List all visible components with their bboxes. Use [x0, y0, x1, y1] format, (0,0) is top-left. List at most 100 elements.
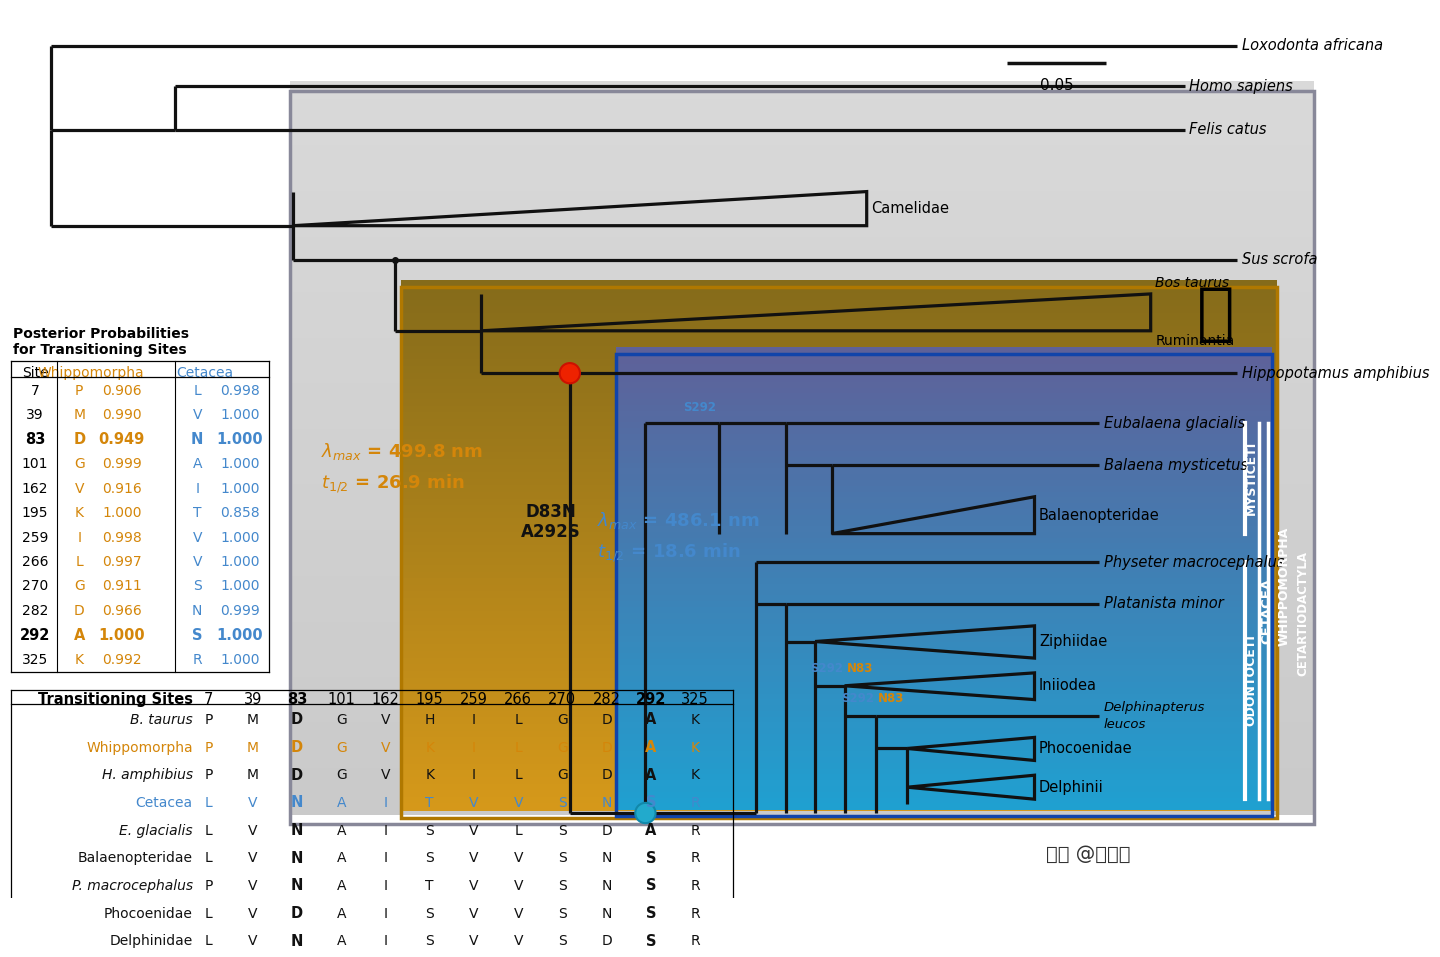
- Text: 282: 282: [22, 604, 48, 618]
- Bar: [616, 456, 1273, 463]
- Text: K: K: [691, 768, 700, 782]
- Bar: [402, 671, 1277, 679]
- Text: A: A: [645, 768, 657, 783]
- Bar: [402, 565, 1277, 572]
- Text: G: G: [73, 457, 85, 471]
- Text: N: N: [602, 906, 612, 921]
- Bar: [402, 472, 1277, 479]
- Text: 292: 292: [20, 628, 50, 643]
- Text: V: V: [193, 409, 202, 422]
- Text: S: S: [425, 934, 433, 948]
- Bar: [291, 100, 1313, 109]
- Text: P: P: [204, 741, 213, 754]
- Bar: [402, 558, 1277, 566]
- Bar: [402, 399, 1277, 407]
- Text: I: I: [78, 530, 81, 545]
- Text: 162: 162: [22, 481, 49, 496]
- Bar: [402, 499, 1277, 506]
- Bar: [291, 136, 1313, 146]
- Text: G: G: [557, 741, 567, 754]
- Bar: [402, 723, 1277, 731]
- Bar: [402, 777, 1277, 785]
- Bar: [291, 356, 1313, 366]
- Bar: [402, 737, 1277, 745]
- Text: I: I: [472, 768, 475, 782]
- Text: S: S: [645, 795, 657, 811]
- Bar: [402, 744, 1277, 751]
- Bar: [291, 787, 1313, 796]
- Text: I: I: [472, 713, 475, 727]
- Text: P: P: [204, 879, 213, 893]
- Bar: [291, 108, 1313, 119]
- Text: A: A: [337, 796, 346, 810]
- Text: 325: 325: [22, 653, 48, 667]
- Bar: [402, 704, 1277, 712]
- Bar: [616, 538, 1273, 545]
- Bar: [402, 340, 1277, 347]
- Bar: [616, 399, 1273, 406]
- Text: 83: 83: [24, 433, 45, 447]
- Text: N: N: [192, 604, 203, 618]
- Text: 266: 266: [504, 692, 533, 707]
- Bar: [402, 578, 1277, 586]
- Bar: [402, 598, 1277, 606]
- Text: Hippopotamus amphibius: Hippopotamus amphibius: [1241, 366, 1430, 381]
- Text: V: V: [514, 851, 523, 865]
- Bar: [291, 539, 1313, 549]
- Text: S: S: [645, 934, 657, 948]
- Text: S: S: [645, 851, 657, 866]
- Bar: [402, 446, 1277, 454]
- Text: 39: 39: [243, 692, 262, 707]
- Text: 1.000: 1.000: [216, 433, 264, 447]
- Bar: [616, 734, 1273, 741]
- Text: 0.916: 0.916: [102, 481, 141, 496]
- Bar: [291, 777, 1313, 788]
- Bar: [402, 293, 1277, 300]
- Text: V: V: [248, 851, 258, 865]
- Text: A: A: [337, 824, 346, 837]
- Text: Balaenopteridae: Balaenopteridae: [1040, 508, 1159, 523]
- Bar: [402, 591, 1277, 599]
- Bar: [616, 590, 1273, 596]
- Text: D: D: [291, 712, 302, 727]
- Text: Phocoenidae: Phocoenidae: [104, 906, 193, 921]
- Text: D: D: [291, 768, 302, 783]
- Text: G: G: [336, 741, 347, 754]
- Bar: [291, 300, 1313, 311]
- Bar: [402, 433, 1277, 440]
- Text: G: G: [336, 713, 347, 727]
- Text: V: V: [248, 906, 258, 921]
- Text: G: G: [336, 768, 347, 782]
- Bar: [616, 746, 1273, 752]
- Bar: [291, 612, 1313, 622]
- Bar: [402, 465, 1277, 473]
- Bar: [291, 484, 1313, 494]
- Text: I: I: [383, 934, 387, 948]
- Bar: [616, 584, 1273, 590]
- Text: V: V: [193, 555, 202, 569]
- Bar: [402, 306, 1277, 314]
- Text: L: L: [75, 555, 84, 569]
- Text: D: D: [602, 824, 612, 837]
- Bar: [291, 493, 1313, 503]
- Text: G: G: [557, 768, 567, 782]
- Bar: [616, 492, 1273, 499]
- Bar: [402, 711, 1277, 718]
- Bar: [291, 264, 1313, 275]
- Bar: [616, 555, 1273, 562]
- Text: P: P: [75, 384, 84, 398]
- Bar: [402, 426, 1277, 434]
- Text: B. taurus: B. taurus: [130, 713, 193, 727]
- Bar: [616, 509, 1273, 516]
- Text: 0.906: 0.906: [102, 384, 141, 398]
- Bar: [291, 126, 1313, 137]
- Text: 39: 39: [26, 409, 43, 422]
- Text: T: T: [425, 879, 433, 893]
- Text: A: A: [337, 906, 346, 921]
- Text: 1.000: 1.000: [220, 530, 259, 545]
- Bar: [402, 360, 1277, 367]
- Text: L: L: [204, 934, 212, 948]
- Bar: [616, 353, 1273, 360]
- Bar: [291, 420, 1313, 430]
- Bar: [291, 346, 1313, 357]
